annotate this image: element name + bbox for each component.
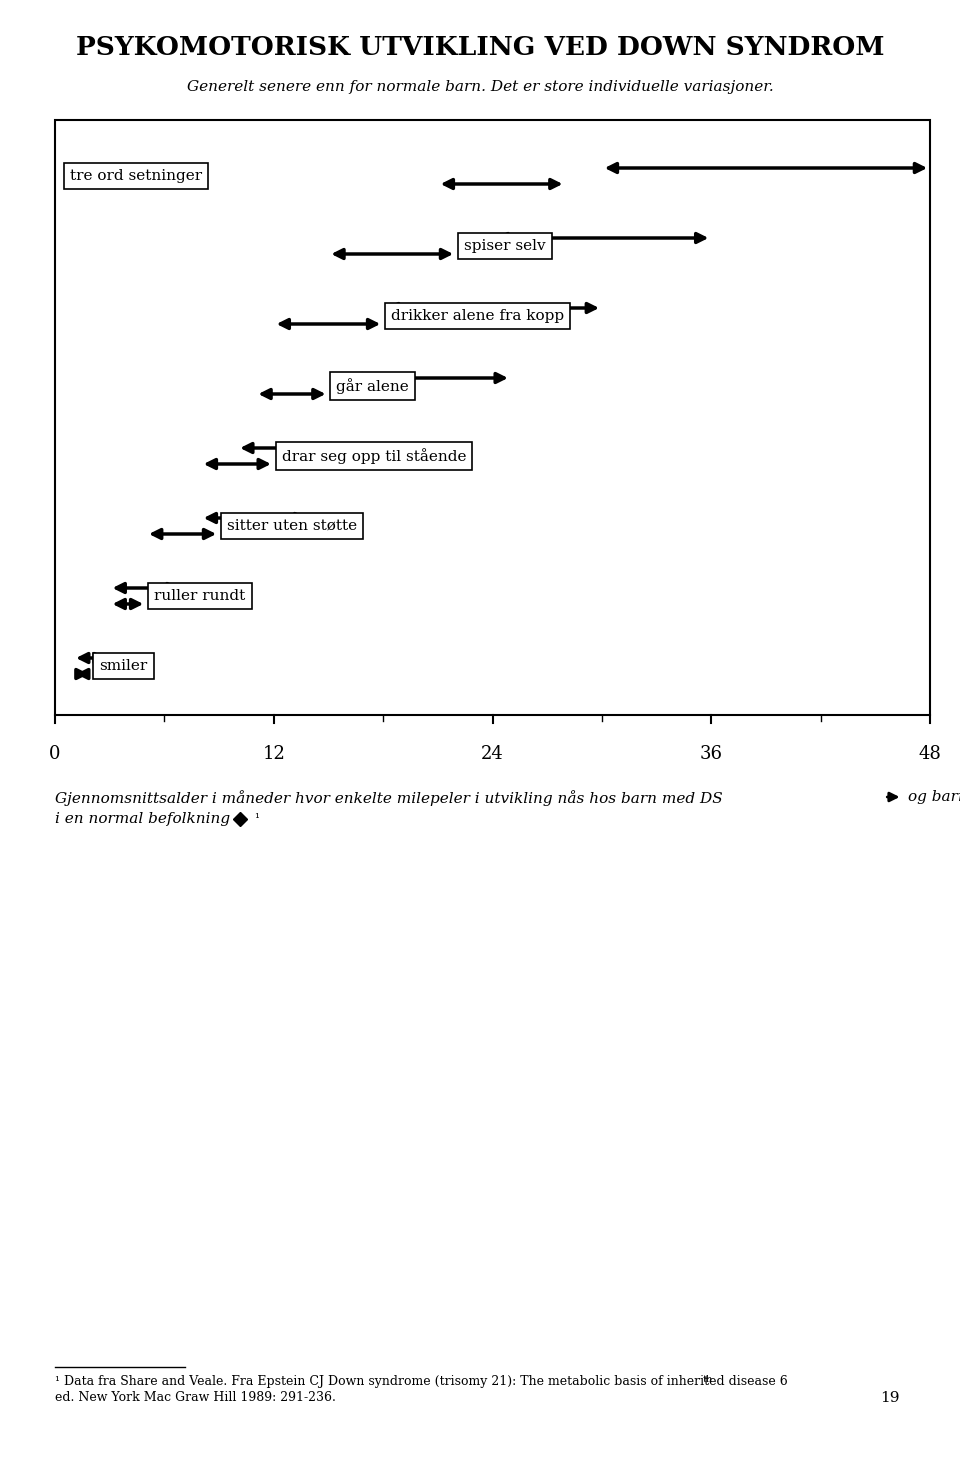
Text: 0: 0 [49, 745, 60, 763]
Text: i en normal befolkning: i en normal befolkning [55, 813, 230, 826]
Text: ed. New York Mac Graw Hill 1989: 291-236.: ed. New York Mac Graw Hill 1989: 291-236… [55, 1391, 336, 1404]
Text: drikker alene fra kopp: drikker alene fra kopp [391, 308, 564, 323]
Text: ruller rundt: ruller rundt [155, 589, 246, 603]
Text: sitter uten støtte: sitter uten støtte [228, 519, 357, 532]
Text: 24: 24 [481, 745, 504, 763]
Text: 48: 48 [919, 745, 942, 763]
Text: drar seg opp til stående: drar seg opp til stående [281, 448, 467, 465]
Text: Generelt senere enn for normale barn. Det er store individuelle variasjoner.: Generelt senere enn for normale barn. De… [186, 80, 774, 94]
Text: PSYKOMOTORISK UTVIKLING VED DOWN SYNDROM: PSYKOMOTORISK UTVIKLING VED DOWN SYNDROM [76, 35, 884, 60]
Text: 12: 12 [262, 745, 285, 763]
Text: tre ord setninger: tre ord setninger [70, 170, 203, 183]
Text: th: th [703, 1375, 713, 1384]
Text: går alene: går alene [336, 378, 409, 394]
Text: Gjennomsnittsalder i måneder hvor enkelte milepeler i utvikling nås hos barn med: Gjennomsnittsalder i måneder hvor enkelt… [55, 791, 723, 805]
Text: 19: 19 [880, 1391, 900, 1406]
Text: ¹ Data fra Share and Veale. Fra Epstein CJ Down syndrome (trisomy 21): The metab: ¹ Data fra Share and Veale. Fra Epstein … [55, 1375, 788, 1388]
Bar [55, 119, 930, 715]
Text: smiler: smiler [100, 659, 148, 673]
Text: 36: 36 [700, 745, 723, 763]
Text: og barn: og barn [908, 791, 960, 804]
Text: spiser selv: spiser selv [464, 239, 545, 254]
Text: ¹: ¹ [254, 813, 259, 825]
